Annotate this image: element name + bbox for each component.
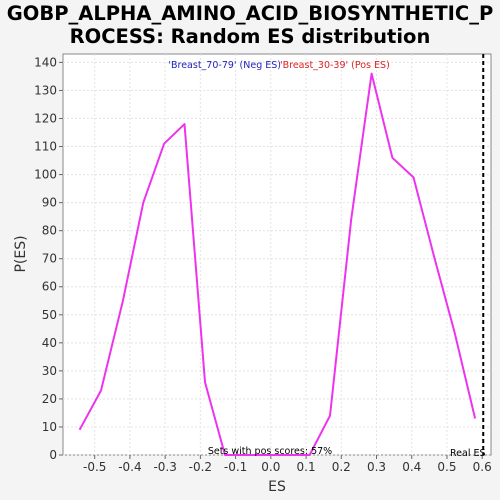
x-tick-label: 0.6 xyxy=(473,460,492,474)
grid xyxy=(63,54,491,456)
chart-title-line-1: GOBP_ALPHA_AMINO_ACID_BIOSYNTHETIC_P xyxy=(7,2,493,25)
plot-area xyxy=(62,53,492,456)
series-layer xyxy=(78,54,485,456)
x-axis-label: ES xyxy=(268,479,286,495)
pos-scores-annotation: Sets with pos scores: 57% xyxy=(208,446,332,457)
x-tick-label: 0.4 xyxy=(402,460,421,474)
y-tick-label: 80 xyxy=(42,224,57,238)
es-distribution-line xyxy=(78,72,477,456)
x-tick-label: -0.1 xyxy=(224,460,247,474)
legend-entry-pos-es: 'Breast_30-39' (Pos ES) xyxy=(280,60,390,71)
y-tick-label: 120 xyxy=(34,111,57,125)
y-tick-label: 50 xyxy=(42,308,57,322)
axes: 0 10 20 30 40 50 60 70 80 90 100 110 120 130 140 -0.5 -0… xyxy=(34,55,492,474)
y-tick-label: 60 xyxy=(42,280,57,294)
x-tick-label: -0.5 xyxy=(83,460,106,474)
y-axis-label: P(ES) xyxy=(13,235,29,272)
y-tick-label: 70 xyxy=(42,252,57,266)
x-tick-label: 0.5 xyxy=(437,460,456,474)
x-tick-label: 0.0 xyxy=(261,460,280,474)
y-tick-label: 0 xyxy=(49,448,57,462)
legend-entry-neg-es: 'Breast_70-79' (Neg ES) xyxy=(168,60,281,71)
x-tick-label: -0.2 xyxy=(189,460,212,474)
y-tick-label: 10 xyxy=(42,420,57,434)
y-tick-label: 20 xyxy=(42,392,57,406)
x-tick-label: -0.3 xyxy=(153,460,176,474)
x-tick-label: 0.3 xyxy=(367,460,386,474)
y-tick-label: 100 xyxy=(34,168,57,182)
y-tick-label: 110 xyxy=(34,140,57,154)
y-tick-label: 90 xyxy=(42,196,57,210)
y-tick-label: 130 xyxy=(34,83,57,97)
y-tick-label: 140 xyxy=(34,55,57,69)
x-tick-label: 0.2 xyxy=(332,460,351,474)
y-tick-label: 30 xyxy=(42,364,57,378)
x-tick-label: -0.4 xyxy=(118,460,141,474)
chart-title-line-2: ROCESS: Random ES distribution xyxy=(70,25,431,48)
y-tick-label: 40 xyxy=(42,336,57,350)
x-tick-label: 0.1 xyxy=(297,460,316,474)
real-es-label: Real ES xyxy=(450,448,486,459)
